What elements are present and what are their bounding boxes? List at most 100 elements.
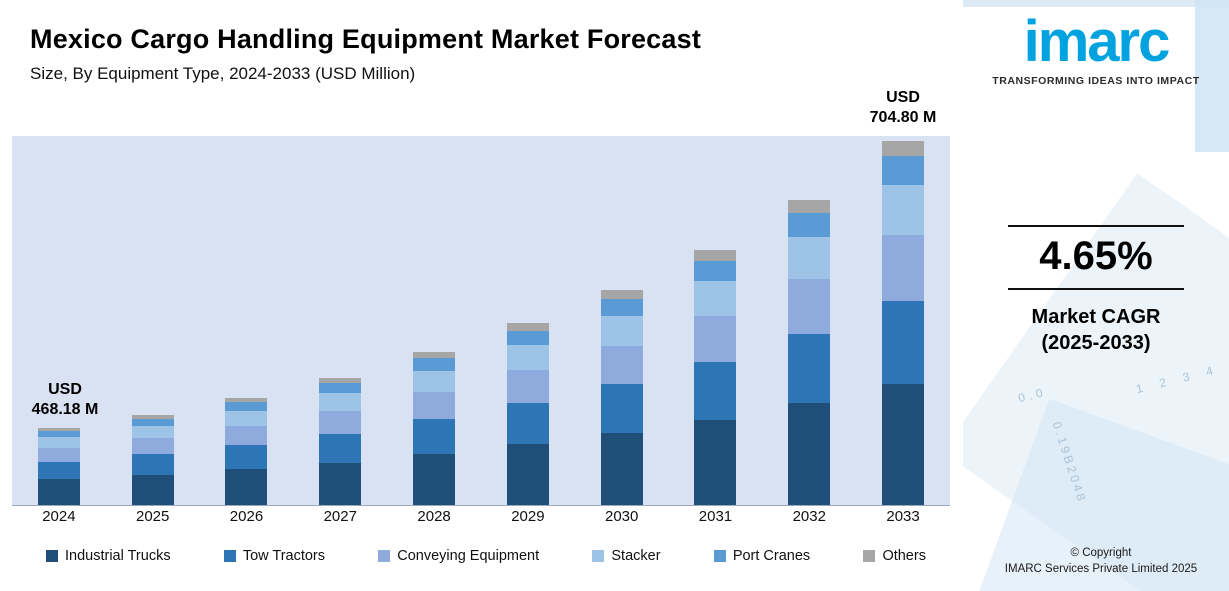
bar-segment-stacker-2024	[37, 437, 80, 449]
branding-sidebar: 0.0 1 2 3 4 0.19B2048 imarc TRANSFORMING…	[963, 0, 1229, 591]
bar-segment-conveying-equipment-2033	[882, 235, 925, 301]
bar-segment-conveying-equipment-2031	[694, 316, 737, 362]
x-axis-label-2030: 2030	[604, 508, 639, 525]
legend-label-others: Others	[882, 548, 926, 564]
bar-column-2033	[856, 136, 950, 505]
bar-segment-industrial-trucks-2026	[225, 469, 268, 505]
bar-segment-conveying-equipment-2029	[506, 370, 549, 403]
bar-segment-tow-tractors-2031	[694, 361, 737, 421]
chart-section: Mexico Cargo Handling Equipment Market F…	[12, 24, 963, 564]
x-axis-label-2027: 2027	[323, 508, 357, 525]
legend-swatch-stacker	[592, 550, 605, 562]
legend-label-stacker: Stacker	[611, 548, 661, 564]
cagr-label: Market CAGR (2025-2033)	[963, 304, 1229, 356]
annotation-2033-total: USD 704.80 M	[843, 88, 963, 128]
x-axis-label-2029: 2029	[511, 508, 545, 525]
bar-segment-industrial-trucks-2029	[506, 444, 549, 505]
legend-item-stacker: Stacker	[592, 548, 661, 564]
imarc-tagline: TRANSFORMING IDEAS INTO IMPACT	[992, 74, 1200, 87]
annotation-2033-line1: USD	[886, 89, 920, 106]
cagr-bottom-rule	[1008, 288, 1184, 290]
legend-swatch-port-cranes	[713, 550, 726, 562]
bar-segment-stacker-2027	[319, 393, 362, 411]
legend-swatch-tow-tractors	[223, 550, 236, 562]
bar-segment-stacker-2032	[788, 236, 831, 280]
bar-column-2024	[12, 136, 106, 505]
bar-segment-industrial-trucks-2027	[319, 462, 362, 505]
bars-row	[12, 136, 950, 505]
bar-segment-stacker-2033	[882, 185, 925, 236]
bar-segment-industrial-trucks-2032	[788, 403, 831, 505]
bar-segment-others-2026	[225, 398, 268, 403]
bar-segment-others-2025	[131, 415, 174, 419]
stacked-bar-2031	[694, 250, 737, 505]
legend-item-conveying-equipment: Conveying Equipment	[378, 548, 539, 564]
bar-segment-tow-tractors-2030	[600, 384, 643, 434]
x-axis-label-2028: 2028	[417, 508, 451, 525]
bar-segment-conveying-equipment-2028	[413, 391, 456, 419]
bar-segment-conveying-equipment-2026	[225, 425, 268, 445]
bar-segment-port-cranes-2030	[600, 298, 643, 317]
legend: Industrial Trucks Tow Tractors Conveying E…	[40, 548, 938, 564]
x-axis-label-2025: 2025	[136, 508, 170, 525]
legend-swatch-others	[863, 550, 876, 562]
legend-label-conveying-equipment: Conveying Equipment	[397, 548, 540, 564]
bar-column-2027	[293, 136, 387, 505]
legend-item-others: Others	[863, 548, 926, 564]
x-axis-label-2033: 2033	[886, 508, 920, 525]
stacked-bar-2025	[131, 415, 174, 505]
bar-column-2031	[669, 136, 763, 505]
stacked-bar-2024	[37, 428, 80, 505]
bar-segment-tow-tractors-2026	[225, 444, 268, 470]
stacked-bar-2032	[788, 200, 831, 505]
annotation-2024-total: USD 468.18 M	[12, 380, 118, 420]
bar-segment-industrial-trucks-2031	[694, 420, 737, 505]
annotation-2033-line2: 704.80 M	[869, 109, 937, 126]
chart-title: Mexico Cargo Handling Equipment Market F…	[30, 24, 702, 54]
bar-segment-tow-tractors-2029	[506, 402, 549, 445]
bar-segment-tow-tractors-2028	[413, 419, 456, 454]
x-axis-labels: 2024 2025 2026 2027 2028 2029 2030 2031 2032 2033	[12, 508, 950, 525]
stacked-bar-2027	[319, 378, 362, 505]
copyright: © Copyright IMARC Services Private Limit…	[979, 545, 1223, 577]
stacked-bar-2030	[600, 290, 643, 505]
cagr-value: 4.65%	[1039, 234, 1153, 278]
bar-segment-industrial-trucks-2025	[131, 475, 174, 505]
chart-subtitle: Size, By Equipment Type, 2024-2033 (USD …	[30, 64, 416, 83]
bar-segment-stacker-2025	[131, 425, 174, 439]
bar-segment-port-cranes-2028	[413, 358, 456, 371]
bar-segment-conveying-equipment-2025	[131, 438, 174, 455]
bar-segment-stacker-2030	[600, 316, 643, 346]
copyright-line2: IMARC Services Private Limited 2025	[1004, 563, 1198, 575]
stacked-bar-2026	[225, 398, 268, 505]
bar-segment-tow-tractors-2024	[37, 461, 80, 480]
bar-segment-stacker-2029	[506, 345, 549, 371]
legend-label-tow-tractors: Tow Tractors	[242, 548, 326, 564]
bar-segment-tow-tractors-2025	[131, 454, 174, 475]
x-axis-label-2026: 2026	[229, 508, 264, 525]
imarc-logo-block: imarc TRANSFORMING IDEAS INTO IMPACT	[963, 9, 1229, 87]
bar-segment-tow-tractors-2032	[788, 333, 831, 404]
bar-column-2025	[106, 136, 200, 505]
annotation-2024-line1: USD	[48, 381, 82, 398]
copyright-line1: © Copyright	[1070, 547, 1132, 559]
bar-segment-others-2024	[37, 428, 80, 432]
bar-segment-stacker-2028	[413, 370, 456, 392]
bar-segment-conveying-equipment-2030	[600, 345, 643, 385]
bar-segment-port-cranes-2031	[694, 260, 737, 281]
decor-top-band	[963, 0, 1229, 7]
legend-label-port-cranes: Port Cranes	[732, 548, 811, 564]
annotation-2024-line2: 468.18 M	[31, 401, 99, 418]
bar-column-2032	[762, 136, 856, 505]
bar-segment-port-cranes-2027	[319, 383, 362, 394]
cagr-label-line1: Market CAGR	[1031, 306, 1161, 328]
bar-segment-industrial-trucks-2033	[882, 383, 925, 505]
legend-item-tow-tractors: Tow Tractors	[223, 548, 326, 564]
imarc-logo: imarc	[1023, 9, 1171, 74]
legend-label-industrial-trucks: Industrial Trucks	[65, 548, 171, 564]
bar-segment-port-cranes-2025	[131, 418, 174, 426]
bar-column-2026	[200, 136, 294, 505]
stacked-bar-2029	[506, 323, 549, 505]
bar-segment-tow-tractors-2033	[882, 300, 925, 384]
decor-right-strip	[1195, 0, 1229, 152]
